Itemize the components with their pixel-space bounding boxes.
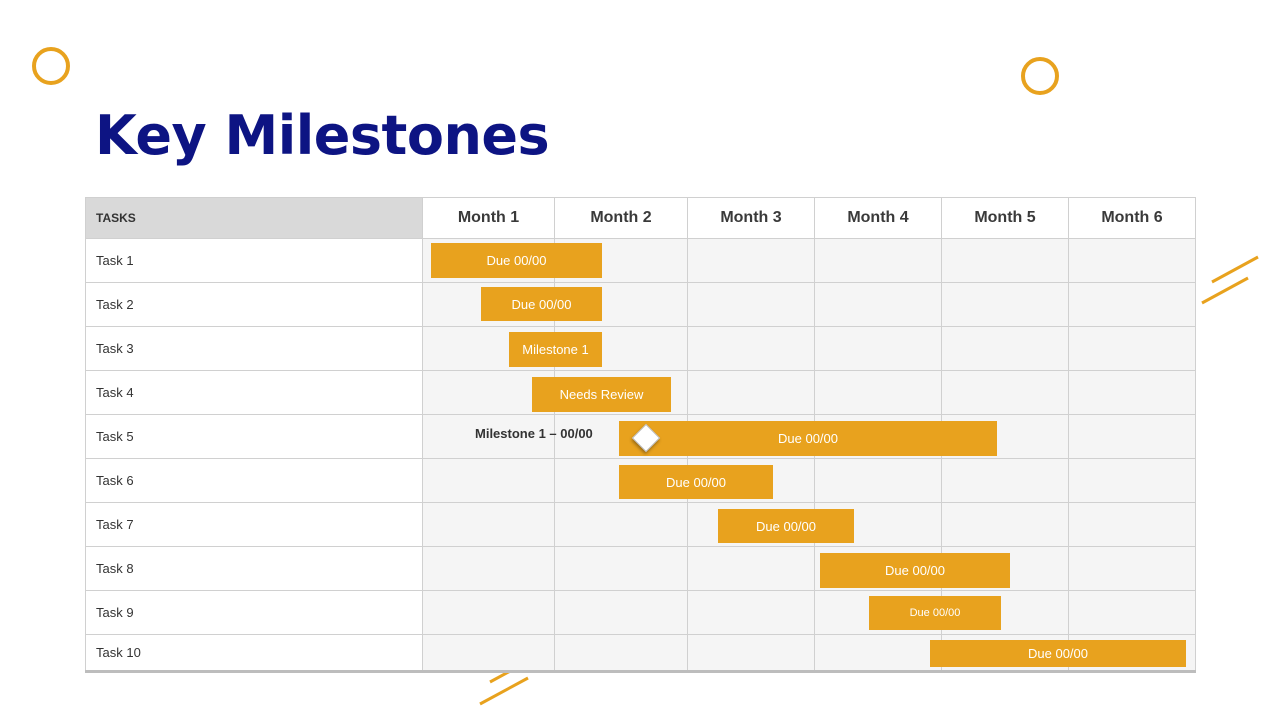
task-bar-7: Due 00/00 bbox=[718, 509, 854, 543]
task-row: Task 1 bbox=[85, 238, 1196, 283]
gantt-chart: TASKS Month 1 Month 2 Month 3 Month 4 Mo… bbox=[85, 197, 1196, 674]
task-bar-8: Due 00/00 bbox=[820, 553, 1010, 588]
decorative-circle-left bbox=[32, 47, 70, 85]
task-row: Task 9 bbox=[85, 590, 1196, 635]
task-row: Task 7 bbox=[85, 502, 1196, 547]
task-bar-5: Due 00/00 bbox=[619, 421, 997, 456]
month-header: Month 5 bbox=[941, 197, 1069, 239]
task-bar-9: Due 00/00 bbox=[869, 596, 1001, 630]
decorative-slash-lines-right bbox=[1201, 255, 1259, 305]
month-header: Month 3 bbox=[687, 197, 815, 239]
task-bar-4: Needs Review bbox=[532, 377, 671, 412]
task-row: Task 8 bbox=[85, 546, 1196, 591]
month-header: Month 6 bbox=[1068, 197, 1196, 239]
tasks-header: TASKS bbox=[85, 197, 423, 239]
task-label: Task 10 bbox=[85, 634, 423, 673]
header-row: TASKS Month 1 Month 2 Month 3 Month 4 Mo… bbox=[85, 197, 1196, 239]
task-label: Task 7 bbox=[85, 502, 423, 547]
task-bar-10: Due 00/00 bbox=[930, 640, 1186, 667]
task-row: Task 2 bbox=[85, 282, 1196, 327]
task-label: Task 2 bbox=[85, 282, 423, 327]
page-title: Key Milestones bbox=[95, 104, 550, 167]
task-bar-2: Due 00/00 bbox=[481, 287, 602, 321]
decorative-circle-right bbox=[1021, 57, 1059, 95]
task-bar-3: Milestone 1 bbox=[509, 332, 602, 367]
task-label: Task 3 bbox=[85, 326, 423, 371]
task-bar-6: Due 00/00 bbox=[619, 465, 773, 499]
task-label: Task 1 bbox=[85, 238, 423, 283]
month-header: Month 1 bbox=[422, 197, 555, 239]
task-label: Task 9 bbox=[85, 590, 423, 635]
month-header: Month 4 bbox=[814, 197, 942, 239]
task-row: Task 3 bbox=[85, 326, 1196, 371]
task-bar-1: Due 00/00 bbox=[431, 243, 602, 278]
task-label: Task 8 bbox=[85, 546, 423, 591]
task-label: Task 5 bbox=[85, 414, 423, 459]
task-label: Task 4 bbox=[85, 370, 423, 415]
milestone-label: Milestone 1 – 00/00 bbox=[475, 426, 593, 441]
month-header: Month 2 bbox=[554, 197, 688, 239]
task-label: Task 6 bbox=[85, 458, 423, 503]
